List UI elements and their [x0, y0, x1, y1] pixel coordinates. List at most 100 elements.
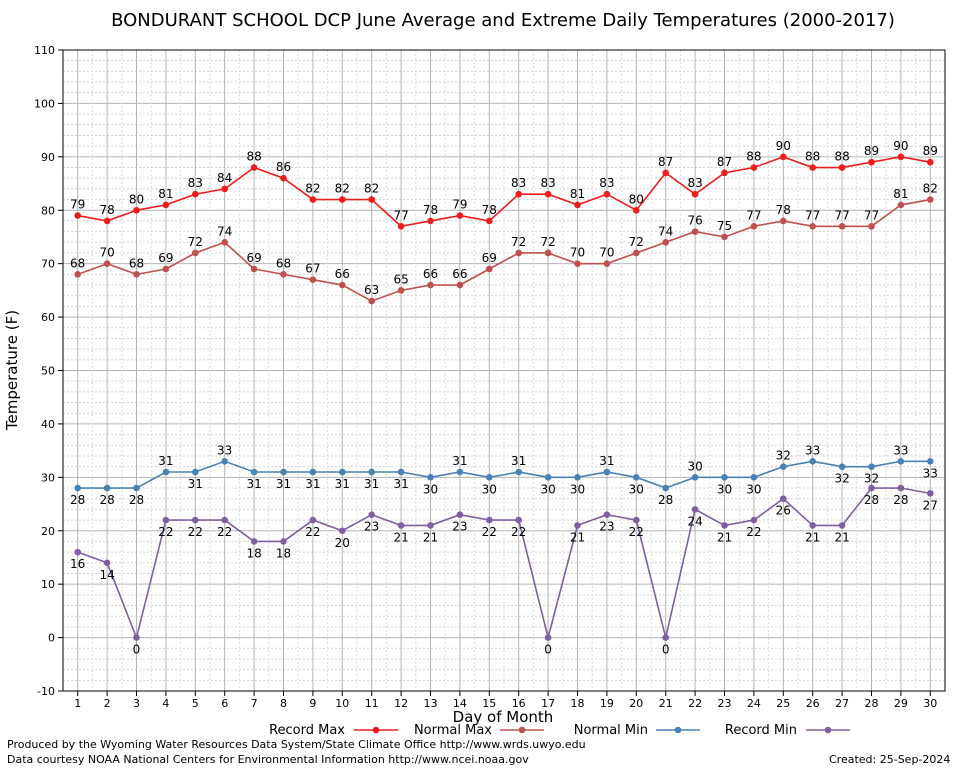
data-point [868, 463, 875, 470]
data-point [515, 468, 522, 476]
legend-label: Record Min [725, 723, 797, 738]
data-point [662, 484, 669, 492]
data-point [691, 506, 699, 513]
x-tick-label: 8 [280, 697, 287, 710]
data-label: 30 [482, 482, 497, 496]
x-tick-label: 29 [894, 697, 908, 710]
data-label: 23 [599, 520, 614, 534]
data-point [691, 228, 699, 235]
data-label: 83 [540, 176, 555, 190]
x-tick-label: 14 [453, 697, 467, 710]
data-label: 81 [893, 187, 908, 201]
x-tick-label: 5 [192, 697, 199, 710]
data-point [868, 484, 875, 492]
data-point [897, 458, 905, 465]
data-label: 23 [452, 520, 467, 534]
x-tick-label: 15 [482, 697, 496, 710]
data-point [868, 158, 875, 166]
data-point [427, 217, 434, 225]
data-point [927, 490, 934, 497]
data-point [339, 281, 346, 289]
data-label: 21 [834, 530, 849, 544]
data-label: 30 [746, 482, 761, 496]
x-tick-label: 24 [747, 697, 761, 710]
data-label: 80 [129, 192, 144, 206]
data-label: 31 [246, 477, 261, 491]
data-label: 23 [364, 520, 379, 534]
legend-label: Record Max [269, 723, 345, 738]
data-point [809, 522, 816, 529]
data-point [780, 153, 787, 161]
data-point [427, 281, 434, 289]
data-point [691, 190, 699, 198]
data-label: 21 [393, 530, 408, 544]
data-point [192, 249, 199, 257]
data-point [838, 164, 846, 171]
legend-marker [372, 726, 380, 734]
data-label: 27 [923, 498, 938, 512]
y-tick-label: 0 [48, 632, 55, 645]
data-label: 18 [276, 546, 291, 560]
data-label: 78 [482, 203, 497, 217]
data-point [809, 458, 816, 465]
data-label: 70 [570, 246, 585, 260]
data-label: 21 [570, 530, 585, 544]
x-tick-label: 10 [335, 697, 349, 710]
data-point [162, 516, 170, 524]
data-point [897, 484, 905, 492]
data-label: 22 [188, 525, 203, 539]
data-point [544, 249, 552, 257]
data-point [250, 164, 258, 171]
data-point [897, 201, 905, 209]
data-label: 20 [335, 536, 350, 550]
data-point [339, 527, 346, 535]
data-point [368, 511, 376, 519]
data-point [192, 516, 199, 524]
data-point [809, 164, 816, 171]
data-point [162, 201, 170, 209]
data-label: 65 [393, 272, 408, 286]
x-tick-label: 6 [221, 697, 228, 710]
data-point [221, 458, 228, 465]
data-label: 88 [805, 150, 820, 164]
data-point [721, 522, 728, 529]
data-label: 87 [658, 155, 673, 169]
data-label: 78 [776, 203, 791, 217]
x-tick-label: 11 [365, 697, 379, 710]
data-point [427, 474, 434, 481]
data-point [721, 233, 728, 241]
chart-title: BONDURANT SCHOOL DCP June Average and Ex… [111, 10, 895, 31]
data-point [309, 516, 317, 524]
data-label: 28 [129, 493, 144, 507]
x-tick-label: 1 [74, 697, 81, 710]
data-label: 66 [335, 267, 350, 281]
data-label: 88 [746, 150, 761, 164]
y-tick-label: 80 [41, 204, 55, 217]
data-point [74, 271, 81, 278]
data-label: 75 [717, 219, 732, 233]
data-point [162, 265, 170, 273]
x-tick-label: 13 [424, 697, 438, 710]
data-label: 31 [452, 454, 467, 468]
data-point [750, 164, 758, 171]
data-point [162, 468, 170, 476]
data-point [633, 516, 640, 524]
data-point [603, 190, 611, 198]
y-tick-label: -10 [37, 685, 55, 698]
x-tick-label: 4 [162, 697, 169, 710]
data-point [486, 516, 493, 524]
y-tick-label: 110 [34, 44, 55, 57]
data-point [309, 468, 317, 476]
data-label: 33 [217, 443, 232, 457]
legend-item: Normal Min [574, 723, 700, 738]
data-label: 22 [217, 525, 232, 539]
data-label: 79 [70, 198, 85, 212]
credit-line-2: Data courtesy NOAA National Centers for … [7, 753, 529, 766]
data-label: 66 [452, 267, 467, 281]
data-point [133, 634, 140, 641]
data-label: 16 [70, 557, 85, 571]
x-tick-label: 19 [600, 697, 614, 710]
data-label: 0 [662, 643, 670, 657]
data-point [927, 196, 934, 203]
data-label: 72 [188, 235, 203, 249]
